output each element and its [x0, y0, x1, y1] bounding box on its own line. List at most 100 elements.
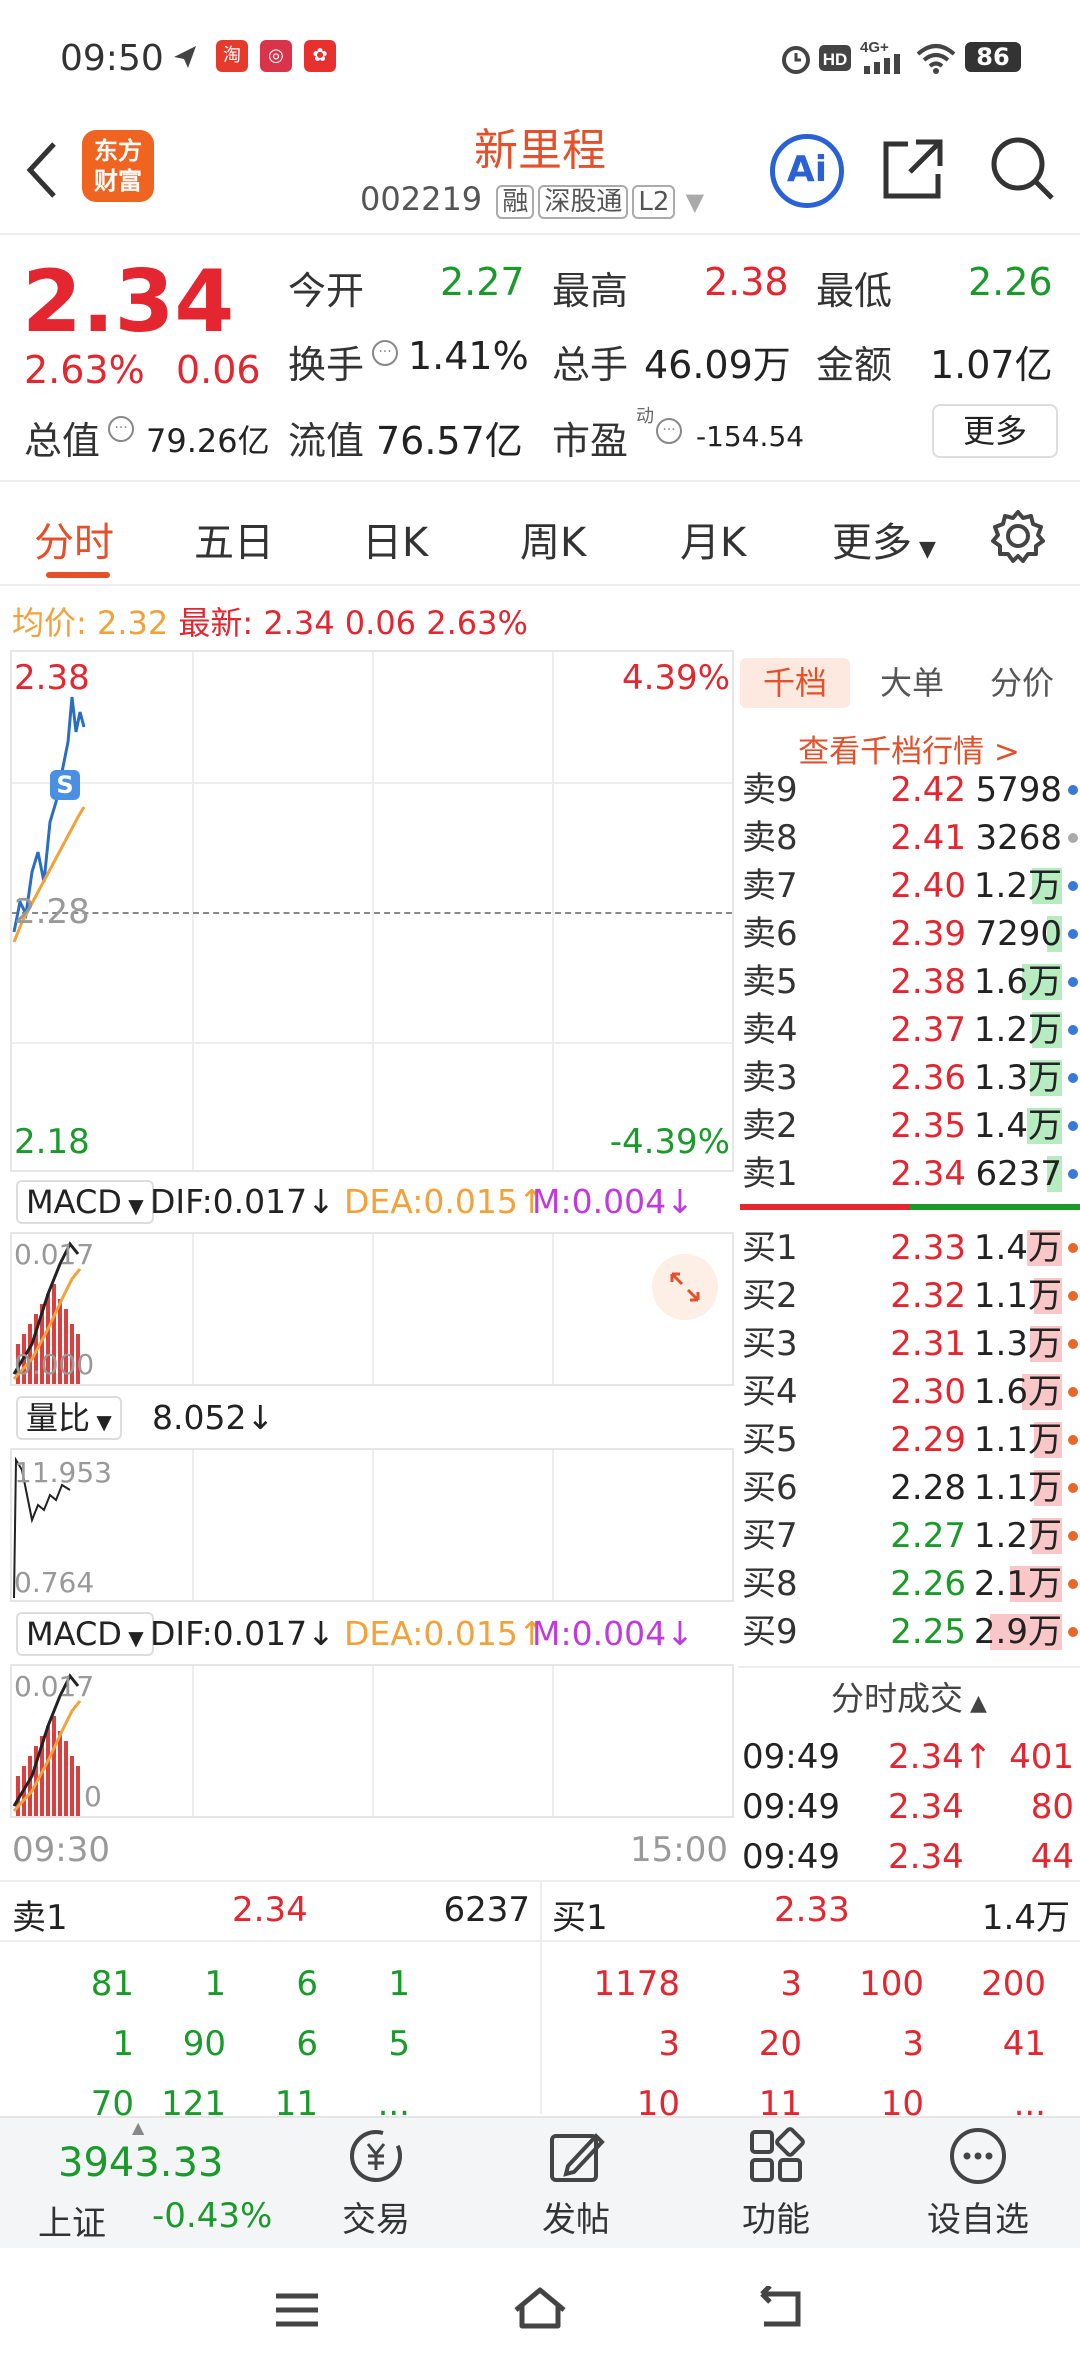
level2-tag: L2 [632, 185, 676, 219]
sell-signal-badge[interactable]: S [50, 770, 80, 800]
bid-row[interactable]: 买3 2.31 1.3万 [738, 1320, 1080, 1368]
eastmoney-logo: 东方 财富 [82, 130, 154, 202]
info-icon[interactable]: ··· [656, 418, 682, 444]
tab-price-distribution[interactable]: 分价 [989, 664, 1054, 702]
volume-value: 46.09万 [644, 343, 791, 387]
ai-assistant-button[interactable]: Ai [770, 134, 844, 208]
queue-cell: 100 [859, 1964, 924, 2004]
ask-row[interactable]: 卖4 2.37 1.2万 [738, 1006, 1080, 1054]
change-percent: 2.63% [24, 348, 145, 392]
signal-icon: 4G+ [860, 39, 900, 74]
tab-five-day[interactable]: 五日 [194, 520, 274, 566]
latest-label: 最新: [178, 604, 254, 642]
tick-time: 09:49 [742, 1787, 840, 1827]
ticks-title[interactable]: 分时成交 ▲ [738, 1666, 1080, 1728]
ask-row[interactable]: 卖7 2.40 1.2万 [738, 862, 1080, 910]
float-value: 76.57亿 [376, 419, 523, 463]
bid-row[interactable]: 买4 2.30 1.6万 [738, 1368, 1080, 1416]
bid-row[interactable]: 买9 2.25 2.9万 [738, 1608, 1080, 1656]
caret-down-icon: ▼ [685, 188, 705, 216]
queue-cell: 1 [388, 1964, 410, 2004]
tab-more[interactable]: 更多 ▼ [832, 520, 936, 566]
bid-divider [910, 1204, 1080, 1210]
latest-change: 0.06 [344, 604, 417, 642]
share-icon[interactable] [880, 136, 946, 202]
back-icon[interactable] [752, 2286, 808, 2332]
add-watchlist-button[interactable]: 设自选 [908, 2126, 1048, 2241]
volume-bar [1027, 1230, 1062, 1266]
back-arrow-icon[interactable] [22, 140, 62, 200]
tab-intraday[interactable]: 分时 [34, 520, 114, 566]
bid-row[interactable]: 买5 2.29 1.1万 [738, 1416, 1080, 1464]
ask-row[interactable]: 卖6 2.39 7290 [738, 910, 1080, 958]
tab-depth-1000[interactable]: 千档 [740, 658, 850, 708]
bid-row[interactable]: 买6 2.28 1.1万 [738, 1464, 1080, 1512]
level-dot-icon [1068, 1579, 1078, 1589]
stock-code-line[interactable]: 002219 融深股通 L2 ▼ [360, 180, 704, 219]
level-price: 2.27 [890, 1516, 966, 1556]
status-time: 09:50 [60, 38, 164, 79]
more-quote-button[interactable]: 更多 [932, 404, 1058, 458]
macd-chart[interactable]: 0.017 0.000 [10, 1232, 734, 1386]
bid1-price: 2.33 [774, 1890, 850, 1930]
macd-indicator-bar: MACD ▼ DIF:0.017↓ DEA:0.015↑ M:0.004↓ [10, 1174, 734, 1230]
queue-cell: 1 [204, 1964, 226, 2004]
level-dot-icon [1068, 833, 1078, 843]
macd-chart-2[interactable]: 0.017 0 [10, 1664, 734, 1818]
tab-monthly-k[interactable]: 月K [680, 520, 747, 566]
open-label: 今开 [288, 269, 365, 313]
level-volume: 2.1万 [973, 1564, 1062, 1604]
index-name: 上证 [38, 2204, 106, 2244]
tab-daily-k[interactable]: 日K [362, 520, 429, 566]
macd-bottom-label: 0.000 [14, 1348, 95, 1381]
info-icon[interactable]: ··· [372, 340, 398, 366]
bid-row[interactable]: 买8 2.26 2.1万 [738, 1560, 1080, 1608]
trade-button[interactable]: 交易 [306, 2126, 446, 2241]
ask-row[interactable]: 卖9 2.42 5798 [738, 766, 1080, 814]
macd-top-label: 0.017 [14, 1238, 95, 1271]
current-price: 2.34 [22, 252, 235, 352]
queue-cell: 5 [388, 2024, 410, 2064]
pe-dynamic-sup: 动 [636, 406, 654, 427]
functions-button[interactable]: 功能 [706, 2126, 846, 2241]
search-icon[interactable] [988, 134, 1058, 204]
post-button[interactable]: 发帖 [506, 2126, 646, 2241]
level-price: 2.25 [890, 1612, 966, 1652]
settings-gear-icon[interactable] [990, 508, 1046, 564]
ask-row[interactable]: 卖2 2.35 1.4万 [738, 1102, 1080, 1150]
level-price: 2.29 [890, 1420, 966, 1460]
bid-row[interactable]: 买1 2.33 1.4万 [738, 1224, 1080, 1272]
intraday-chart[interactable]: S 2.38 4.39% 2.28 2.18 -4.39% [10, 650, 734, 1172]
indicator-select-macd-2[interactable]: MACD ▼ [16, 1612, 154, 1656]
volume-bar [1030, 1326, 1062, 1362]
ask-row[interactable]: 卖1 2.34 6237 [738, 1150, 1080, 1198]
view-depth-link[interactable]: 查看千档行情 > [798, 734, 1020, 770]
ask-row[interactable]: 卖5 2.38 1.6万 [738, 958, 1080, 1006]
tab-weekly-k[interactable]: 周K [520, 520, 587, 566]
ask-row[interactable]: 卖8 2.41 3268 [738, 814, 1080, 862]
dea-value: DEA:0.015↑ [344, 1182, 546, 1221]
stock-code: 002219 [360, 180, 483, 218]
expand-chart-button[interactable] [652, 1254, 718, 1320]
volume-bar [1032, 868, 1062, 904]
volume-bar [1034, 1470, 1062, 1506]
indicator-select-macd[interactable]: MACD ▼ [16, 1180, 154, 1224]
macd-histogram-2 [12, 1673, 82, 1816]
home-icon[interactable] [510, 2284, 570, 2332]
indicator-select-volume-ratio[interactable]: 量比 ▼ [16, 1396, 122, 1440]
menu-icon[interactable] [272, 2290, 322, 2330]
bid-row[interactable]: 买7 2.27 1.2万 [738, 1512, 1080, 1560]
queue-cell: 3 [902, 2024, 924, 2064]
avg-price-line: 均价: 2.32 最新: 2.34 0.06 2.63% [12, 598, 528, 644]
volume-bar [1034, 1422, 1062, 1458]
ask-row[interactable]: 卖3 2.36 1.3万 [738, 1054, 1080, 1102]
volume-ratio-chart[interactable]: 11.953 0.764 [10, 1448, 734, 1602]
tick-price: 2.34 [888, 1837, 964, 1877]
info-icon[interactable]: ··· [108, 416, 134, 442]
tab-big-orders[interactable]: 大单 [879, 664, 944, 702]
high-label: 最高 [552, 269, 629, 313]
level-price: 2.31 [890, 1324, 966, 1364]
index-value[interactable]: 3943.33 [58, 2140, 224, 2186]
bid-row[interactable]: 买2 2.32 1.1万 [738, 1272, 1080, 1320]
level-price: 2.32 [890, 1276, 966, 1316]
